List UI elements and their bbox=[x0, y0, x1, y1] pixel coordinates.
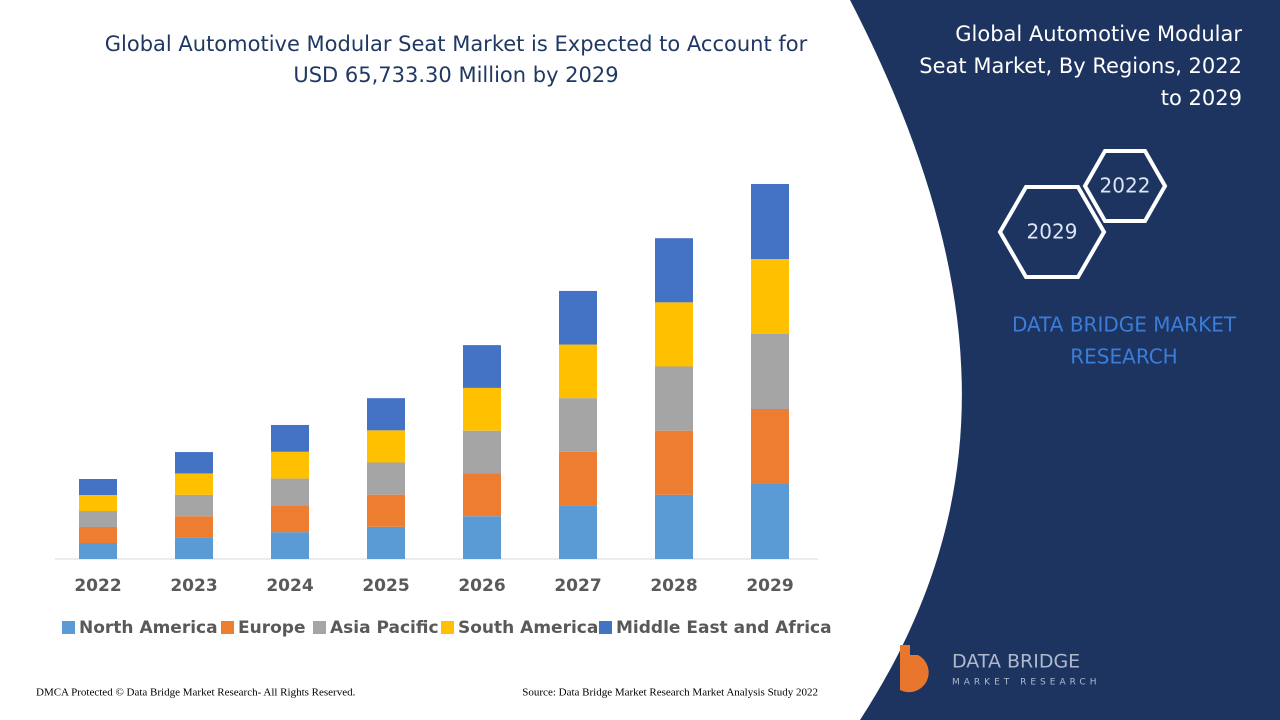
bar-segment bbox=[271, 451, 309, 479]
bar-segment bbox=[175, 452, 213, 474]
bar-segment bbox=[79, 495, 117, 512]
bar-segment bbox=[559, 398, 597, 452]
bar-segment bbox=[271, 424, 309, 452]
legend-swatch bbox=[599, 621, 612, 634]
bar-segment bbox=[559, 290, 597, 345]
hexagon-label: 2029 bbox=[1027, 220, 1078, 244]
legend-swatch bbox=[62, 621, 75, 634]
bar-segment bbox=[271, 505, 309, 533]
bar-segment bbox=[175, 473, 213, 495]
bar-segment bbox=[463, 430, 501, 474]
bar-segment bbox=[367, 494, 405, 527]
bar-segment bbox=[463, 345, 501, 388]
x-tick-label: 2027 bbox=[554, 576, 601, 596]
chart-title-line: Global Automotive Modular Seat Market is… bbox=[105, 32, 808, 56]
bar-segment bbox=[367, 398, 405, 431]
brand-text: RESEARCH bbox=[1070, 345, 1177, 369]
legend-label: Europe bbox=[238, 618, 305, 638]
x-tick-label: 2025 bbox=[362, 576, 409, 596]
bar-segment bbox=[175, 516, 213, 538]
bar-segment bbox=[79, 543, 117, 559]
bar-segment bbox=[271, 532, 309, 559]
bar-segment bbox=[175, 494, 213, 517]
legend-swatch bbox=[313, 621, 326, 634]
x-tick-label: 2024 bbox=[266, 576, 313, 596]
side-panel bbox=[850, 0, 1280, 720]
x-tick-label: 2026 bbox=[458, 576, 505, 596]
bar-segment bbox=[79, 511, 117, 528]
x-tick-label: 2023 bbox=[170, 576, 217, 596]
x-tick-label: 2029 bbox=[746, 576, 793, 596]
bar-segment bbox=[655, 494, 693, 559]
panel-title: to 2029 bbox=[1161, 86, 1242, 110]
footer-right: Source: Data Bridge Market Research Mark… bbox=[522, 687, 818, 699]
hexagon bbox=[1082, 149, 1168, 223]
bar-segment bbox=[655, 366, 693, 431]
bar-segment bbox=[463, 473, 501, 517]
bar-segment bbox=[655, 302, 693, 367]
bar-segment bbox=[463, 387, 501, 431]
legend-label: Middle East and Africa bbox=[616, 618, 832, 638]
legend-swatch bbox=[221, 621, 234, 634]
legend-label: South America bbox=[458, 618, 598, 638]
bar-segment bbox=[463, 516, 501, 559]
bar-segment bbox=[751, 259, 789, 334]
bar-segment bbox=[367, 526, 405, 559]
bar-segment bbox=[271, 478, 309, 506]
bar-segment bbox=[655, 238, 693, 303]
bar-segment bbox=[79, 527, 117, 544]
footer-left: DMCA Protected © Data Bridge Market Rese… bbox=[36, 687, 356, 699]
bar-segment bbox=[175, 537, 213, 559]
bar-segment bbox=[367, 430, 405, 463]
brand-text: DATA BRIDGE MARKET bbox=[1012, 313, 1237, 337]
panel-title: Global Automotive Modular bbox=[955, 22, 1242, 46]
bar-segment bbox=[655, 430, 693, 495]
x-tick-label: 2028 bbox=[650, 576, 697, 596]
chart-title-continued: USD 65,733.30 Million by 2029 bbox=[293, 63, 618, 87]
bar-segment bbox=[367, 462, 405, 495]
logo-text: DATA BRIDGE bbox=[952, 651, 1080, 673]
bar-segment bbox=[559, 344, 597, 399]
hexagon-label: 2022 bbox=[1100, 174, 1151, 198]
bar-segment bbox=[559, 451, 597, 506]
bar-segment bbox=[751, 409, 789, 484]
hexagon bbox=[997, 185, 1107, 279]
x-tick-label: 2022 bbox=[74, 576, 121, 596]
legend-swatch bbox=[441, 621, 454, 634]
legend-label: North America bbox=[79, 618, 218, 638]
bar-segment bbox=[751, 484, 789, 559]
logo-icon bbox=[900, 645, 929, 693]
logo-text: MARKET RESEARCH bbox=[952, 678, 1100, 688]
panel-title: Seat Market, By Regions, 2022 bbox=[919, 54, 1242, 78]
bar-segment bbox=[559, 505, 597, 559]
bar-segment bbox=[751, 334, 789, 409]
bar-segment bbox=[751, 184, 789, 259]
bar-segment bbox=[79, 479, 117, 496]
legend-label: Asia Pacific bbox=[330, 618, 439, 638]
